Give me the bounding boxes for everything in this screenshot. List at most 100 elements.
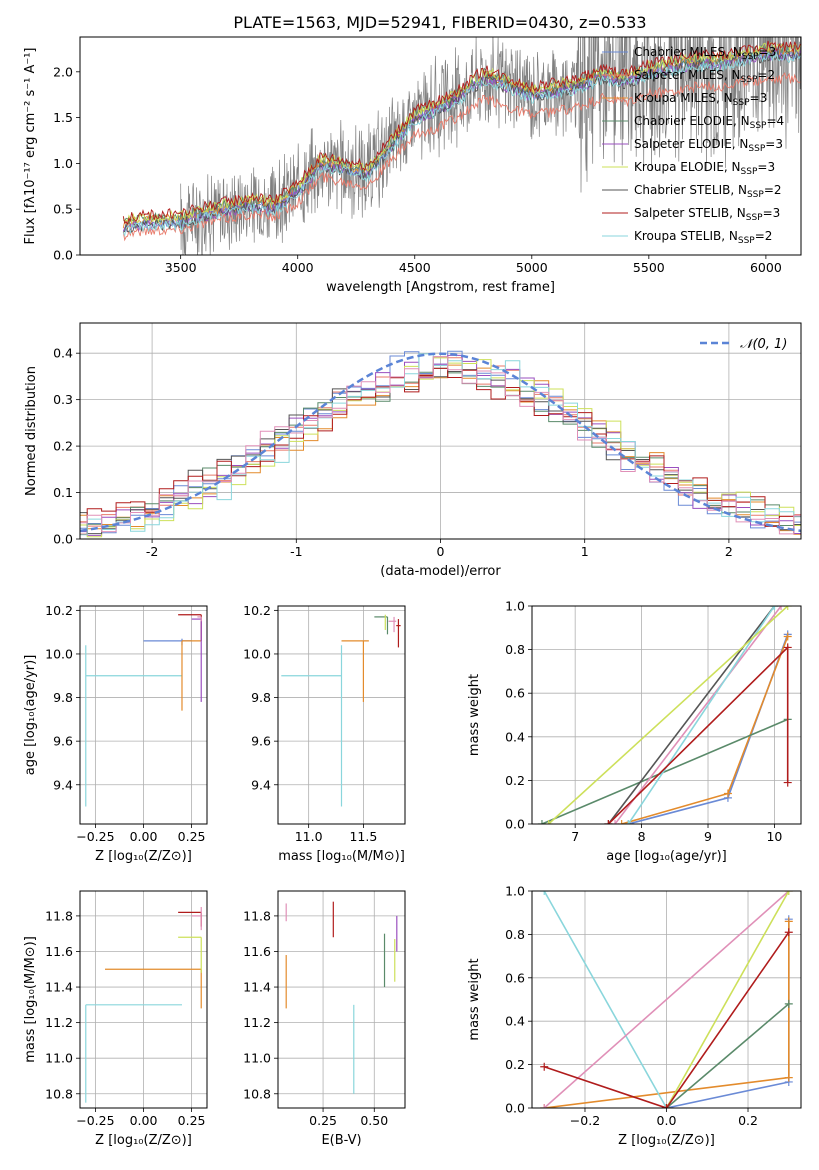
legend-label-sub: SSP xyxy=(747,190,764,200)
x-tick-label: 0 xyxy=(437,544,445,559)
x-tick-label: 11.0 xyxy=(295,829,323,844)
x-tick-label: 0.25 xyxy=(178,829,206,844)
y-tick-label: 9.4 xyxy=(53,777,73,792)
legend-label-sub: SSP xyxy=(738,236,755,246)
y-tick-label: 10.2 xyxy=(45,603,73,618)
legend-label-end: =3 xyxy=(757,160,775,174)
plot-frame xyxy=(277,890,406,1109)
histogram-6 xyxy=(80,369,801,535)
y-tick-label: 0.2 xyxy=(505,1057,525,1072)
weight-line-4 xyxy=(614,606,782,824)
y-tick-label: 0.0 xyxy=(53,532,73,547)
weight-marker xyxy=(662,1104,671,1108)
x-tick-label: 7 xyxy=(571,829,579,844)
x-tick-label: 0.50 xyxy=(360,1113,388,1128)
legend-label: Kroupa ELODIE, NSSP=3 xyxy=(634,160,775,177)
model-spectrum-8 xyxy=(122,51,801,237)
weight-line-5 xyxy=(665,891,790,1108)
legend-label-main: Chabrier MILES, N xyxy=(634,45,742,59)
weight-marker xyxy=(624,820,633,824)
y-axis-label: Flux [fλ10⁻¹⁷ erg cm⁻² s⁻¹ A⁻¹] xyxy=(23,48,38,245)
y-tick-label: 0.0 xyxy=(505,817,525,832)
y-tick-label: 11.6 xyxy=(45,944,73,959)
histogram-7 xyxy=(80,367,801,535)
residuals-data xyxy=(80,350,801,538)
x-tick-label: 0.0 xyxy=(657,1113,677,1128)
y-tick-label: 10.8 xyxy=(45,1086,73,1101)
x-tick-label: 11.5 xyxy=(349,829,377,844)
legend-label-sub: SSP xyxy=(746,213,763,223)
y-tick-label: 10.2 xyxy=(243,603,271,618)
weight-marker xyxy=(544,820,553,824)
x-tick-label: 0.25 xyxy=(178,1113,206,1128)
y-tick-label: 1.0 xyxy=(505,884,525,899)
plot-frame xyxy=(277,605,406,825)
weight-marker xyxy=(537,820,546,824)
x-axis-label: wavelength [Angstrom, rest frame] xyxy=(326,280,555,295)
plot-frame xyxy=(79,36,802,256)
legend-label-main: Salpeter STELIB, N xyxy=(634,206,746,220)
legend-label-end: =3 xyxy=(765,137,783,151)
weight-marker xyxy=(540,1062,549,1071)
weight-line-2 xyxy=(541,718,789,824)
x-axis-label: Z [log₁₀(Z/Z⊙)] xyxy=(95,1133,192,1148)
x-axis-label: Z [log₁₀(Z/Z⊙)] xyxy=(95,849,192,864)
x-axis-label: E(B-V) xyxy=(321,1133,361,1148)
weight-marker xyxy=(783,632,792,641)
age_vs_mass-data xyxy=(281,614,401,807)
y-tick-label: 0.1 xyxy=(53,485,73,500)
weight-marker xyxy=(777,606,786,610)
y-axis-label: age [log₁₀(age/yr)] xyxy=(23,655,38,776)
y-tick-label: 11.8 xyxy=(45,908,73,923)
residuals-panel: -2 -1 0 1 2 0.0 0.1 0.2 0.3 0.4 (data-model)/error… xyxy=(24,322,802,579)
y-tick-label: 0.0 xyxy=(53,248,73,263)
legend-label-main: Kroupa ELODIE, N xyxy=(634,160,741,174)
legend-label-end: =4 xyxy=(766,114,784,128)
histogram-9 xyxy=(80,356,801,535)
x-tick-label: -1 xyxy=(290,544,302,559)
y-tick-label: 10.0 xyxy=(243,646,271,661)
weight-marker xyxy=(783,606,792,610)
weight-line-3 xyxy=(543,891,668,1108)
x-tick-label: 8 xyxy=(638,829,646,844)
weight-marker xyxy=(540,1104,549,1108)
x-axis-label: age [log₁₀(age/yr)] xyxy=(606,849,727,864)
x-tick-label: 0.2 xyxy=(738,1113,758,1128)
y-tick-label: 0.2 xyxy=(53,439,73,454)
mass_vs_ebv-data xyxy=(285,901,398,1094)
x-tick-label: −0.25 xyxy=(76,1113,114,1128)
weight-marker xyxy=(617,820,626,824)
y-tick-label: 0.8 xyxy=(505,642,525,657)
legend-label: Salpeter ELODIE, NSSP=3 xyxy=(634,137,783,154)
plot-frame xyxy=(79,605,208,825)
y-tick-label: 0.4 xyxy=(505,729,525,744)
mass_vs_Z-data xyxy=(85,907,202,1103)
weight-line-5 xyxy=(627,606,776,824)
spectrum-data xyxy=(122,37,801,255)
y-tick-label: 0.6 xyxy=(505,686,525,701)
mass_vs_Z-panel: −0.25 0.00 0.25 10.8 11.0 11.2 11.4 11.6 11.8 Z [… xyxy=(23,890,208,1148)
legend-label-end: =2 xyxy=(755,229,773,243)
weight-marker xyxy=(783,643,792,652)
legend-label-main: Salpeter ELODIE, N xyxy=(634,137,748,151)
model-spectrum-1 xyxy=(122,72,801,242)
y-tick-label: 11.4 xyxy=(45,980,73,995)
y-tick-label: 9.6 xyxy=(53,734,73,749)
x-tick-label: 0.25 xyxy=(309,1113,337,1128)
x-tick-label: 4000 xyxy=(282,260,314,275)
x-axis-label: (data-model)/error xyxy=(380,564,501,579)
y-axis-label: mass weight xyxy=(467,958,482,1040)
y-tick-label: 9.6 xyxy=(251,734,271,749)
legend-label-sub: SSP xyxy=(741,75,758,85)
y-tick-label: 0.0 xyxy=(505,1101,525,1116)
y-tick-label: 11.4 xyxy=(243,980,271,995)
plot-frame xyxy=(79,890,208,1109)
legend-label: Chabrier MILES, NSSP=3 xyxy=(634,45,776,62)
y-axis-label: mass weight xyxy=(467,674,482,756)
weight-line-6 xyxy=(543,931,790,1108)
legend-label-main: Salpeter MILES, N xyxy=(634,68,741,82)
age_vs_mass-panel: 11.0 11.5 9.4 9.6 9.8 10.0 10.2 mass [log₁₀(M/M… xyxy=(243,603,406,864)
y-tick-label: 1.5 xyxy=(53,110,73,125)
